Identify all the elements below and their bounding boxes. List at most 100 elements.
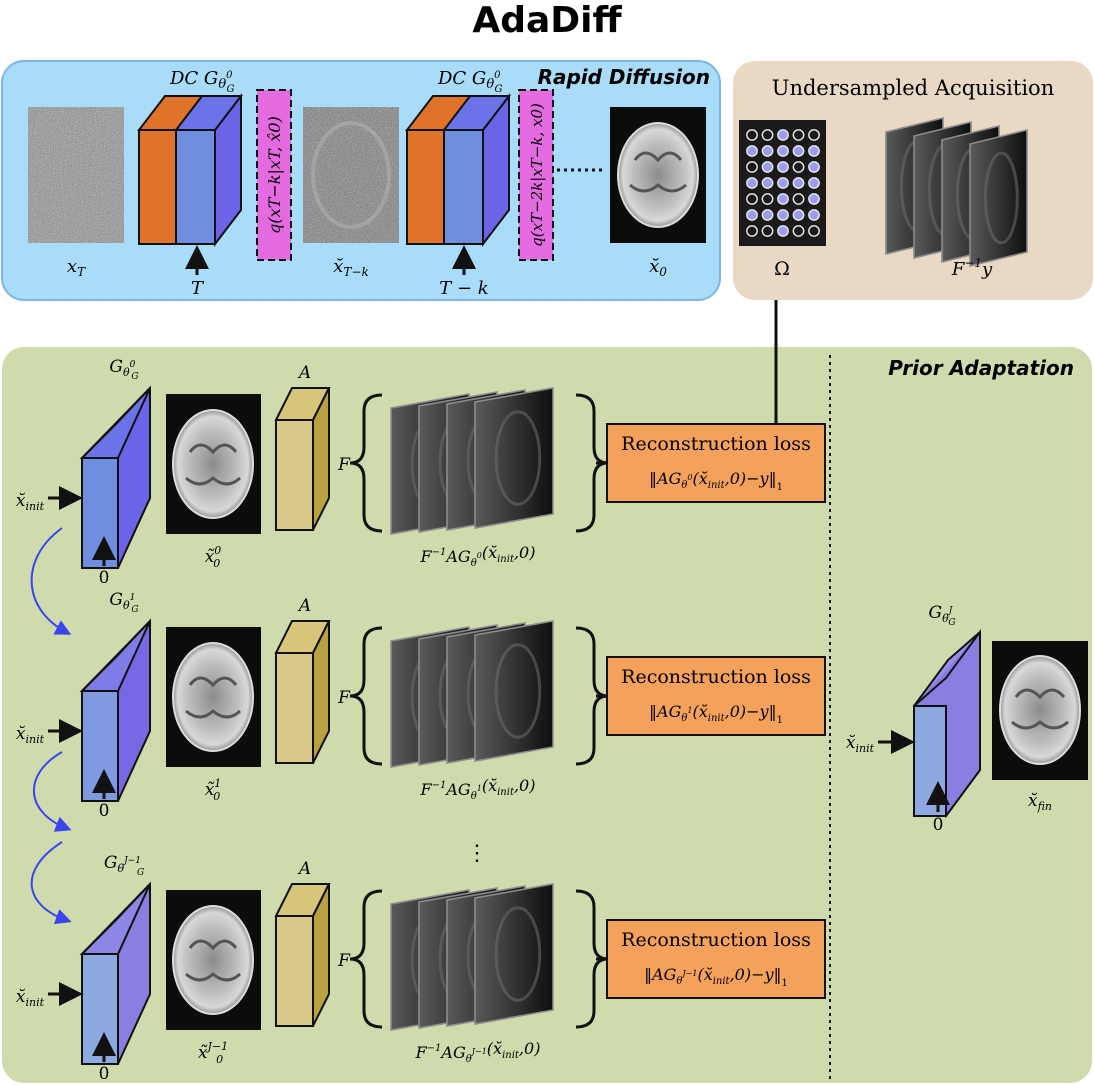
- final-output-label: x̆fin: [1028, 791, 1052, 813]
- left-brace: [349, 889, 383, 1029]
- loss-formula: ‖AGθJ−1(x̆init,0)−y‖1: [644, 965, 788, 989]
- mask-dot: [792, 193, 805, 205]
- mask-dot: [808, 161, 820, 173]
- step1-input-label: T: [191, 278, 205, 299]
- adaptation-row: Gθ0 G x̆init 0 x̃0 0 A F F−1AGθ0(x̆init,0) Recons…: [16, 357, 826, 588]
- mask-dot: [761, 177, 774, 189]
- recurse-arrow-2: [33, 751, 72, 832]
- mask-dot: [777, 129, 789, 141]
- q-box-2: [518, 89, 554, 261]
- left-brace: [349, 393, 383, 533]
- mask-dot: [761, 225, 774, 237]
- row-zero-label: 0: [99, 568, 110, 588]
- a-operator-block: [274, 620, 331, 764]
- adaptation-row: Gθ1 G x̆init 0 x̃1 0 A F F−1AGθ1(x̆init,0) Recons…: [16, 590, 826, 821]
- row-coil-stack: [390, 620, 554, 768]
- mask-dot: [808, 193, 820, 205]
- dc-generator-block-2: [404, 93, 512, 247]
- generator-label: Gθ0 G: [109, 357, 138, 382]
- loss-box: [606, 656, 826, 736]
- noise-label: xT: [67, 256, 86, 279]
- adaptation-rows: Gθ0 G x̆init 0 x̃0 0 A F F−1AGθ0(x̆init,0) Recons…: [16, 357, 826, 1084]
- mask-dot: [808, 225, 820, 237]
- q-label-2: q(xT−2k|xT−k, x0): [528, 103, 546, 247]
- mask-dot: [761, 209, 774, 221]
- loss-box: [606, 919, 826, 999]
- row-brain-image: [166, 890, 261, 1030]
- mask-dot: [761, 129, 774, 141]
- a-operator-label: A: [297, 596, 311, 616]
- dc-generator-block-1: [136, 93, 244, 247]
- dc-label-1: DC Gθ0 G: [169, 68, 235, 95]
- row-input-label: x̆init: [16, 724, 45, 746]
- row-coil-caption: F−1AGθ1(x̆init,0): [420, 776, 536, 802]
- generator-label: Gθ1 G: [109, 590, 138, 615]
- sampling-mask-dots: [746, 129, 820, 237]
- loss-title: Reconstruction loss: [621, 929, 811, 951]
- step2-input-label: T − k: [439, 278, 488, 299]
- f-label: F: [337, 455, 351, 475]
- f-label: F: [337, 688, 351, 708]
- row-recon-label: x̃1 0: [205, 777, 222, 803]
- output-label: x̆0: [649, 256, 667, 279]
- row-coil-caption: F−1AGθ0(x̆init,0): [420, 543, 536, 569]
- mask-dot: [777, 225, 789, 237]
- mask-dot: [792, 145, 805, 157]
- row-zero-label: 0: [99, 801, 110, 821]
- intermediate-label: x̆T−k: [333, 256, 369, 279]
- mask-dot: [746, 177, 758, 189]
- mask-dot: [808, 209, 820, 221]
- coil-image: [474, 620, 554, 762]
- final-brain-image: [992, 641, 1088, 780]
- dc-label-2: DC Gθ0 G: [437, 68, 503, 95]
- mask-dot: [761, 193, 774, 205]
- a-operator-block: [274, 883, 331, 1027]
- rapid-diffusion-label: Rapid Diffusion: [538, 65, 710, 89]
- mask-dot: [792, 161, 805, 173]
- recurse-arrow-1: [30, 527, 72, 635]
- output-brain-image: [610, 107, 706, 243]
- row-coil-stack: [390, 387, 554, 535]
- mask-dot: [746, 193, 758, 205]
- mask-dot: [777, 161, 789, 173]
- coil-image: [474, 883, 554, 1025]
- q-box-1: [256, 89, 292, 261]
- generator-label: GθJ−1 G: [104, 853, 144, 878]
- mask-dot: [746, 145, 758, 157]
- left-brace: [349, 626, 383, 766]
- a-operator-label: A: [297, 363, 311, 383]
- loss-title: Reconstruction loss: [621, 666, 811, 688]
- f-label: F: [337, 951, 351, 971]
- coil-image: [474, 387, 554, 529]
- row-recon-label: x̃0 0: [205, 544, 222, 570]
- row-coil-caption: F−1AGθJ−1(x̆init,0): [415, 1039, 541, 1065]
- row-coil-stack: [390, 883, 554, 1031]
- mask-dot: [746, 129, 758, 141]
- mask-dot: [792, 129, 805, 141]
- mask-dot: [792, 209, 805, 221]
- recurse-arrow-3: [30, 841, 72, 925]
- mask-dot: [777, 145, 789, 157]
- figure-title: AdaDiff: [472, 0, 622, 41]
- loss-title: Reconstruction loss: [621, 433, 811, 455]
- loss-formula: ‖AGθ0(x̆init,0)−y‖1: [649, 469, 783, 493]
- acquisition-coil-stack: [885, 116, 1028, 268]
- coil-label: F−1y: [951, 256, 993, 280]
- mask-dot: [808, 145, 820, 157]
- mask-dot: [792, 177, 805, 189]
- mask-dot: [808, 129, 820, 141]
- mask-dot: [746, 225, 758, 237]
- adaptation-row: GθJ−1 G x̆init 0 x̃J−1 0 A F F−1AGθJ−1(x̆init,0)…: [16, 853, 826, 1084]
- loss-formula: ‖AGθ1(x̆init,0)−y‖1: [649, 702, 783, 726]
- mask-dot: [808, 177, 820, 189]
- prior-adaptation-label: Prior Adaptation: [888, 356, 1074, 380]
- mask-dot: [777, 209, 789, 221]
- mask-label: Ω: [774, 258, 790, 280]
- mask-dot: [761, 145, 774, 157]
- row-brain-image: [166, 394, 261, 534]
- mask-dot: [792, 225, 805, 237]
- row-brain-image: [166, 627, 261, 767]
- acquisition-title: Undersampled Acquisition: [772, 76, 1054, 100]
